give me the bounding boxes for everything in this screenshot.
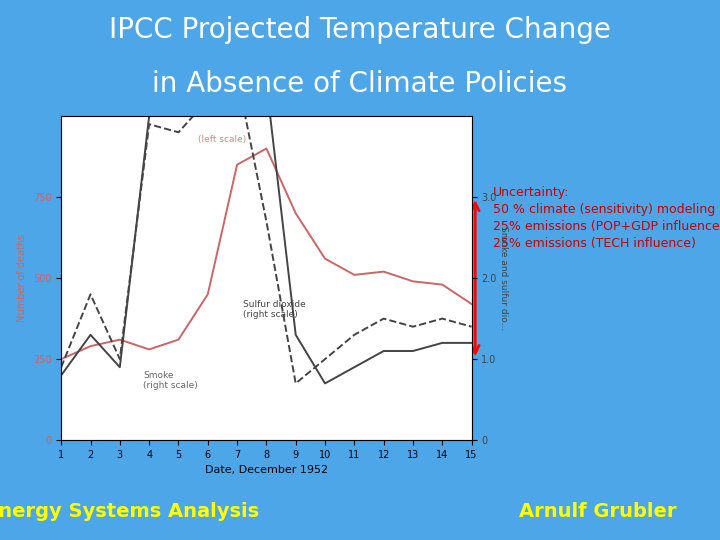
Text: Energy Systems Analysis: Energy Systems Analysis [0, 502, 259, 521]
Text: Arnulf Grubler: Arnulf Grubler [519, 502, 676, 521]
Y-axis label: Smoke and sulfur dio...: Smoke and sulfur dio... [499, 226, 508, 330]
Text: Uncertainty:
50 % climate (sensitivity) modeling
25% emissions (POP+GDP influenc: Uncertainty: 50 % climate (sensitivity) … [493, 186, 720, 251]
Text: Sulfur dioxide
(right scale): Sulfur dioxide (right scale) [243, 300, 306, 319]
X-axis label: Date, December 1952: Date, December 1952 [204, 465, 328, 475]
Text: IPCC Projected Temperature Change: IPCC Projected Temperature Change [109, 16, 611, 44]
Text: Smoke
(right scale): Smoke (right scale) [143, 371, 198, 390]
Text: in Absence of Climate Policies: in Absence of Climate Policies [153, 70, 567, 98]
Text: (left scale): (left scale) [198, 135, 246, 144]
Y-axis label: Number of deaths: Number of deaths [17, 234, 27, 322]
